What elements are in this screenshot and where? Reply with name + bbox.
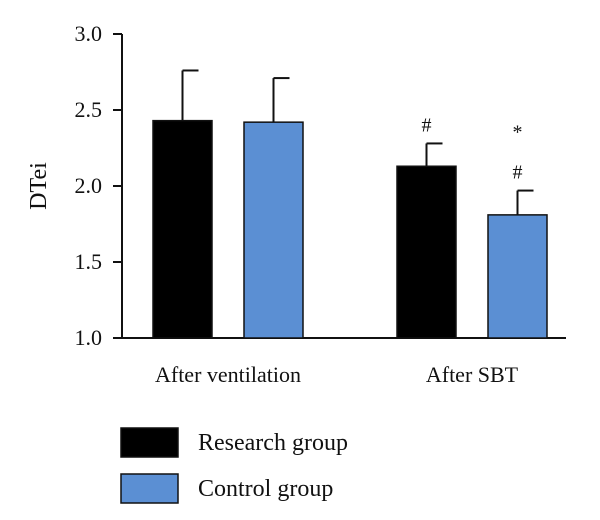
significance-mark: # [422,114,432,136]
significance-mark: # [513,162,523,184]
legend-swatch [120,473,179,504]
y-tick-label: 2.5 [75,97,103,122]
legend-swatch [120,427,179,458]
bar-control-group [487,214,548,339]
bars [152,69,548,339]
x-tick-labels: After ventilation After SBT [155,362,519,387]
y-tick-label: 2.0 [75,173,103,198]
significance-mark: * [513,122,523,144]
legend-label: Research group [198,430,348,456]
y-ticks: 1.0 1.5 2.0 2.5 3.0 [75,21,122,350]
y-tick-label: 1.5 [75,249,103,274]
legend: Research group Control group [120,427,348,504]
bar-research-group [152,119,213,339]
bar-research-group [396,165,457,339]
y-axis-title: DTei [26,162,52,210]
bar-control-group [243,121,304,339]
x-tick-label: After SBT [426,362,519,387]
y-tick-label: 3.0 [75,21,103,46]
y-tick-label: 1.0 [75,325,103,350]
significance-annotations: # # * [422,114,523,183]
x-tick-label: After ventilation [155,362,301,387]
legend-label: Control group [198,476,333,502]
